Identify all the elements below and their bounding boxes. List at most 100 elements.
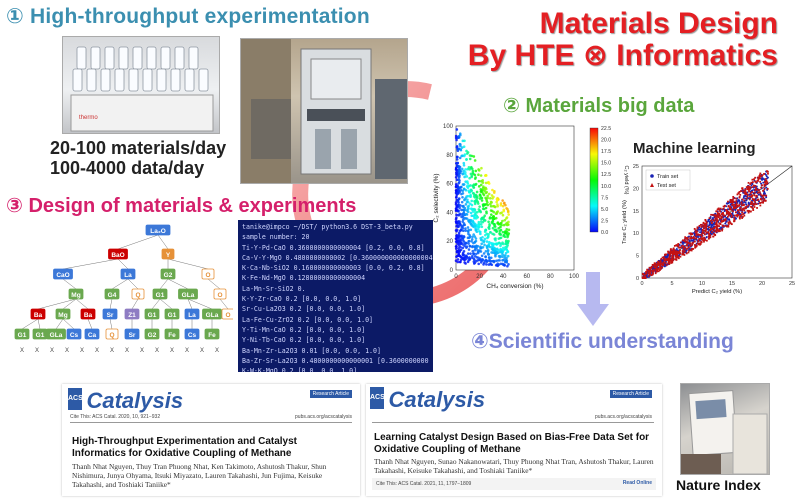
test-point — [752, 209, 755, 211]
test-point — [738, 190, 741, 193]
tree-edge — [219, 298, 229, 310]
scatter-point — [497, 226, 500, 230]
scatter-point — [464, 197, 467, 200]
scatter-point — [465, 157, 468, 161]
scatter-point — [474, 237, 478, 240]
test-point — [672, 247, 675, 250]
test-point — [686, 244, 688, 247]
tree-l5-node-box — [105, 328, 119, 340]
scatter-point — [457, 231, 461, 235]
scatter-point — [484, 206, 488, 210]
test-point — [682, 251, 685, 254]
test-point — [759, 177, 761, 180]
train-point — [690, 239, 693, 242]
test-point — [658, 269, 661, 272]
scatter-point — [491, 226, 495, 230]
test-point — [733, 203, 736, 206]
parity-ytick: 15 — [633, 209, 639, 215]
tree-root-box — [145, 224, 171, 236]
scatter-ylabel: C₂ selectivity (%) — [433, 173, 440, 222]
scatter-point — [476, 249, 479, 252]
scatter-point — [476, 251, 480, 255]
test-point — [677, 257, 680, 260]
test-point — [727, 225, 730, 228]
scatter-point — [503, 247, 507, 251]
scatter-point — [470, 240, 473, 243]
tree-edge — [109, 318, 113, 330]
scatter-point — [494, 237, 497, 240]
test-point — [646, 268, 649, 271]
test-point — [702, 227, 705, 230]
test-point — [645, 272, 648, 274]
heading-hte: ① High-throughput experimentation — [6, 5, 370, 28]
test-point — [716, 208, 719, 211]
train-point — [728, 218, 731, 221]
tree-l4-node-box — [30, 308, 46, 320]
console-line: K-Ca-Nb-SiO2 0.160000000000003 [0.0, 0.2… — [242, 264, 425, 273]
console-line: K-W-K-MgO 0.2 [0.0, 0.0, 1.0] — [242, 367, 358, 372]
test-point — [751, 186, 754, 188]
test-point — [723, 205, 726, 208]
scatter-point — [464, 217, 468, 220]
scatter-point — [487, 227, 491, 231]
heading-science: ④Scientific understanding — [471, 330, 734, 353]
test-point — [642, 273, 645, 276]
test-point — [751, 178, 754, 181]
tree-l2-node: CaO — [56, 272, 69, 279]
test-point — [668, 261, 671, 264]
tree-l5-node: Ca — [88, 332, 97, 339]
test-point — [741, 208, 744, 211]
tree-l2-node-box — [120, 268, 136, 280]
tree-edge — [62, 318, 75, 330]
test-point — [737, 192, 740, 194]
test-point — [673, 250, 676, 253]
scatter-point — [501, 262, 504, 266]
scatter-point — [477, 168, 480, 171]
train-point — [725, 220, 728, 223]
test-point — [766, 170, 769, 173]
test-point — [668, 260, 671, 263]
parity-ytick: 5 — [636, 254, 639, 260]
colorbar-tick: 17.5 — [601, 149, 611, 155]
tree-edge — [62, 278, 77, 290]
tree-edge — [62, 258, 119, 270]
train-point — [738, 201, 741, 204]
tree-l5-node-box — [84, 328, 100, 340]
scatter-point — [455, 229, 458, 233]
test-point — [722, 220, 725, 223]
test-point — [738, 216, 741, 219]
test-point — [732, 210, 734, 213]
test-point — [762, 201, 765, 204]
scatter-point — [495, 243, 498, 246]
test-point — [744, 193, 747, 196]
test-point — [755, 181, 758, 184]
test-point — [657, 268, 659, 270]
scatter-point — [498, 241, 501, 245]
test-point — [718, 217, 721, 220]
tree-l4-node-box — [221, 308, 233, 320]
tree-l1-node-box — [161, 248, 175, 260]
test-point — [721, 229, 724, 232]
test-point — [649, 272, 651, 275]
parity-xtick: 10 — [699, 281, 705, 287]
scatter-point — [470, 189, 473, 192]
main-title: Materials Design By HTE ⊗ Informatics — [468, 8, 778, 72]
test-point — [743, 192, 746, 194]
test-point — [699, 243, 702, 245]
train-point — [713, 221, 716, 224]
test-point — [753, 206, 756, 208]
scatter-xlabel: CH₄ conversion (%) — [486, 283, 543, 290]
test-point — [683, 250, 686, 253]
test-point — [727, 212, 730, 215]
scatter-point — [463, 139, 466, 143]
test-point — [682, 239, 684, 242]
tree-edge — [111, 278, 129, 290]
test-point — [739, 215, 742, 218]
paper1-logo: ACS Catalysis — [68, 388, 183, 414]
scatter-point — [489, 213, 493, 216]
scatter-xtick: 20 — [476, 274, 483, 280]
scatter-point — [457, 147, 461, 151]
test-point — [655, 266, 658, 269]
test-point — [689, 232, 692, 235]
scatter-point — [472, 233, 475, 236]
